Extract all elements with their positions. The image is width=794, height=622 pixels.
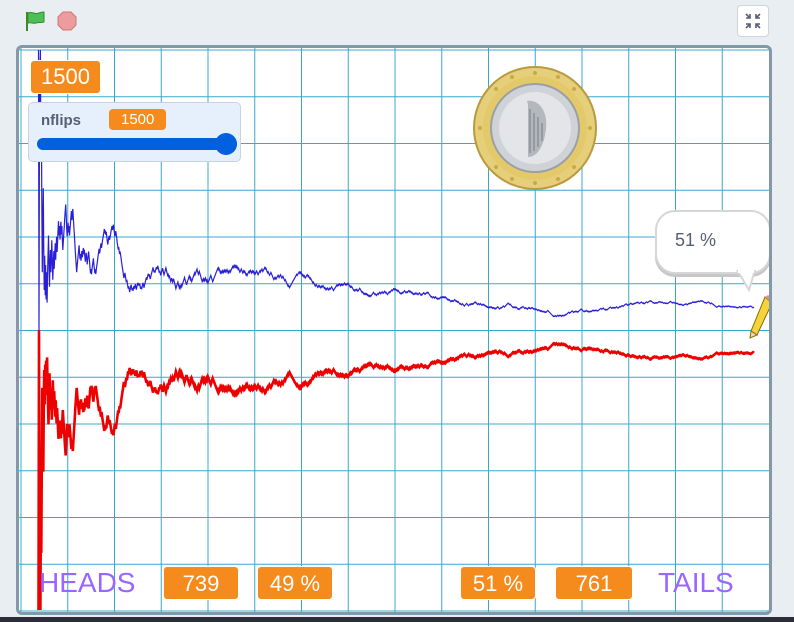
- exit-fullscreen-icon: [745, 13, 761, 29]
- speech-bubble-tail: [735, 270, 757, 292]
- stop-sign-icon[interactable]: [57, 11, 77, 31]
- slider-value: 1500: [109, 109, 167, 130]
- speech-bubble: 51 %: [655, 210, 769, 274]
- flips-monitor: 1500: [30, 60, 101, 94]
- heads-trace: [37, 49, 755, 331]
- green-flag-icon[interactable]: [24, 10, 46, 32]
- heads-label: HEADS: [39, 567, 136, 598]
- heads-count-monitor: 739: [163, 566, 239, 600]
- slider-thumb[interactable]: [215, 133, 237, 155]
- slider-track[interactable]: [37, 138, 237, 150]
- exit-fullscreen-button[interactable]: [737, 5, 769, 37]
- stage-canvas[interactable]: 1500 nflips 1500 51 % HEADS 739: [16, 45, 772, 615]
- speech-bubble-text: 51 %: [675, 230, 717, 250]
- pencil-icon[interactable]: [747, 295, 772, 339]
- tails-trace: [37, 329, 755, 611]
- bottom-strip: [0, 617, 794, 622]
- heads-percent-monitor: 49 %: [257, 566, 333, 600]
- euro-coin-icon[interactable]: [472, 65, 598, 191]
- tails-label: TAILS: [658, 567, 734, 598]
- tails-count-monitor: 761: [555, 566, 633, 600]
- slider-label: nflips: [41, 112, 81, 129]
- tails-percent-monitor: 51 %: [460, 566, 536, 600]
- stage-header: [0, 0, 794, 44]
- nflips-slider-monitor: nflips 1500: [28, 102, 241, 162]
